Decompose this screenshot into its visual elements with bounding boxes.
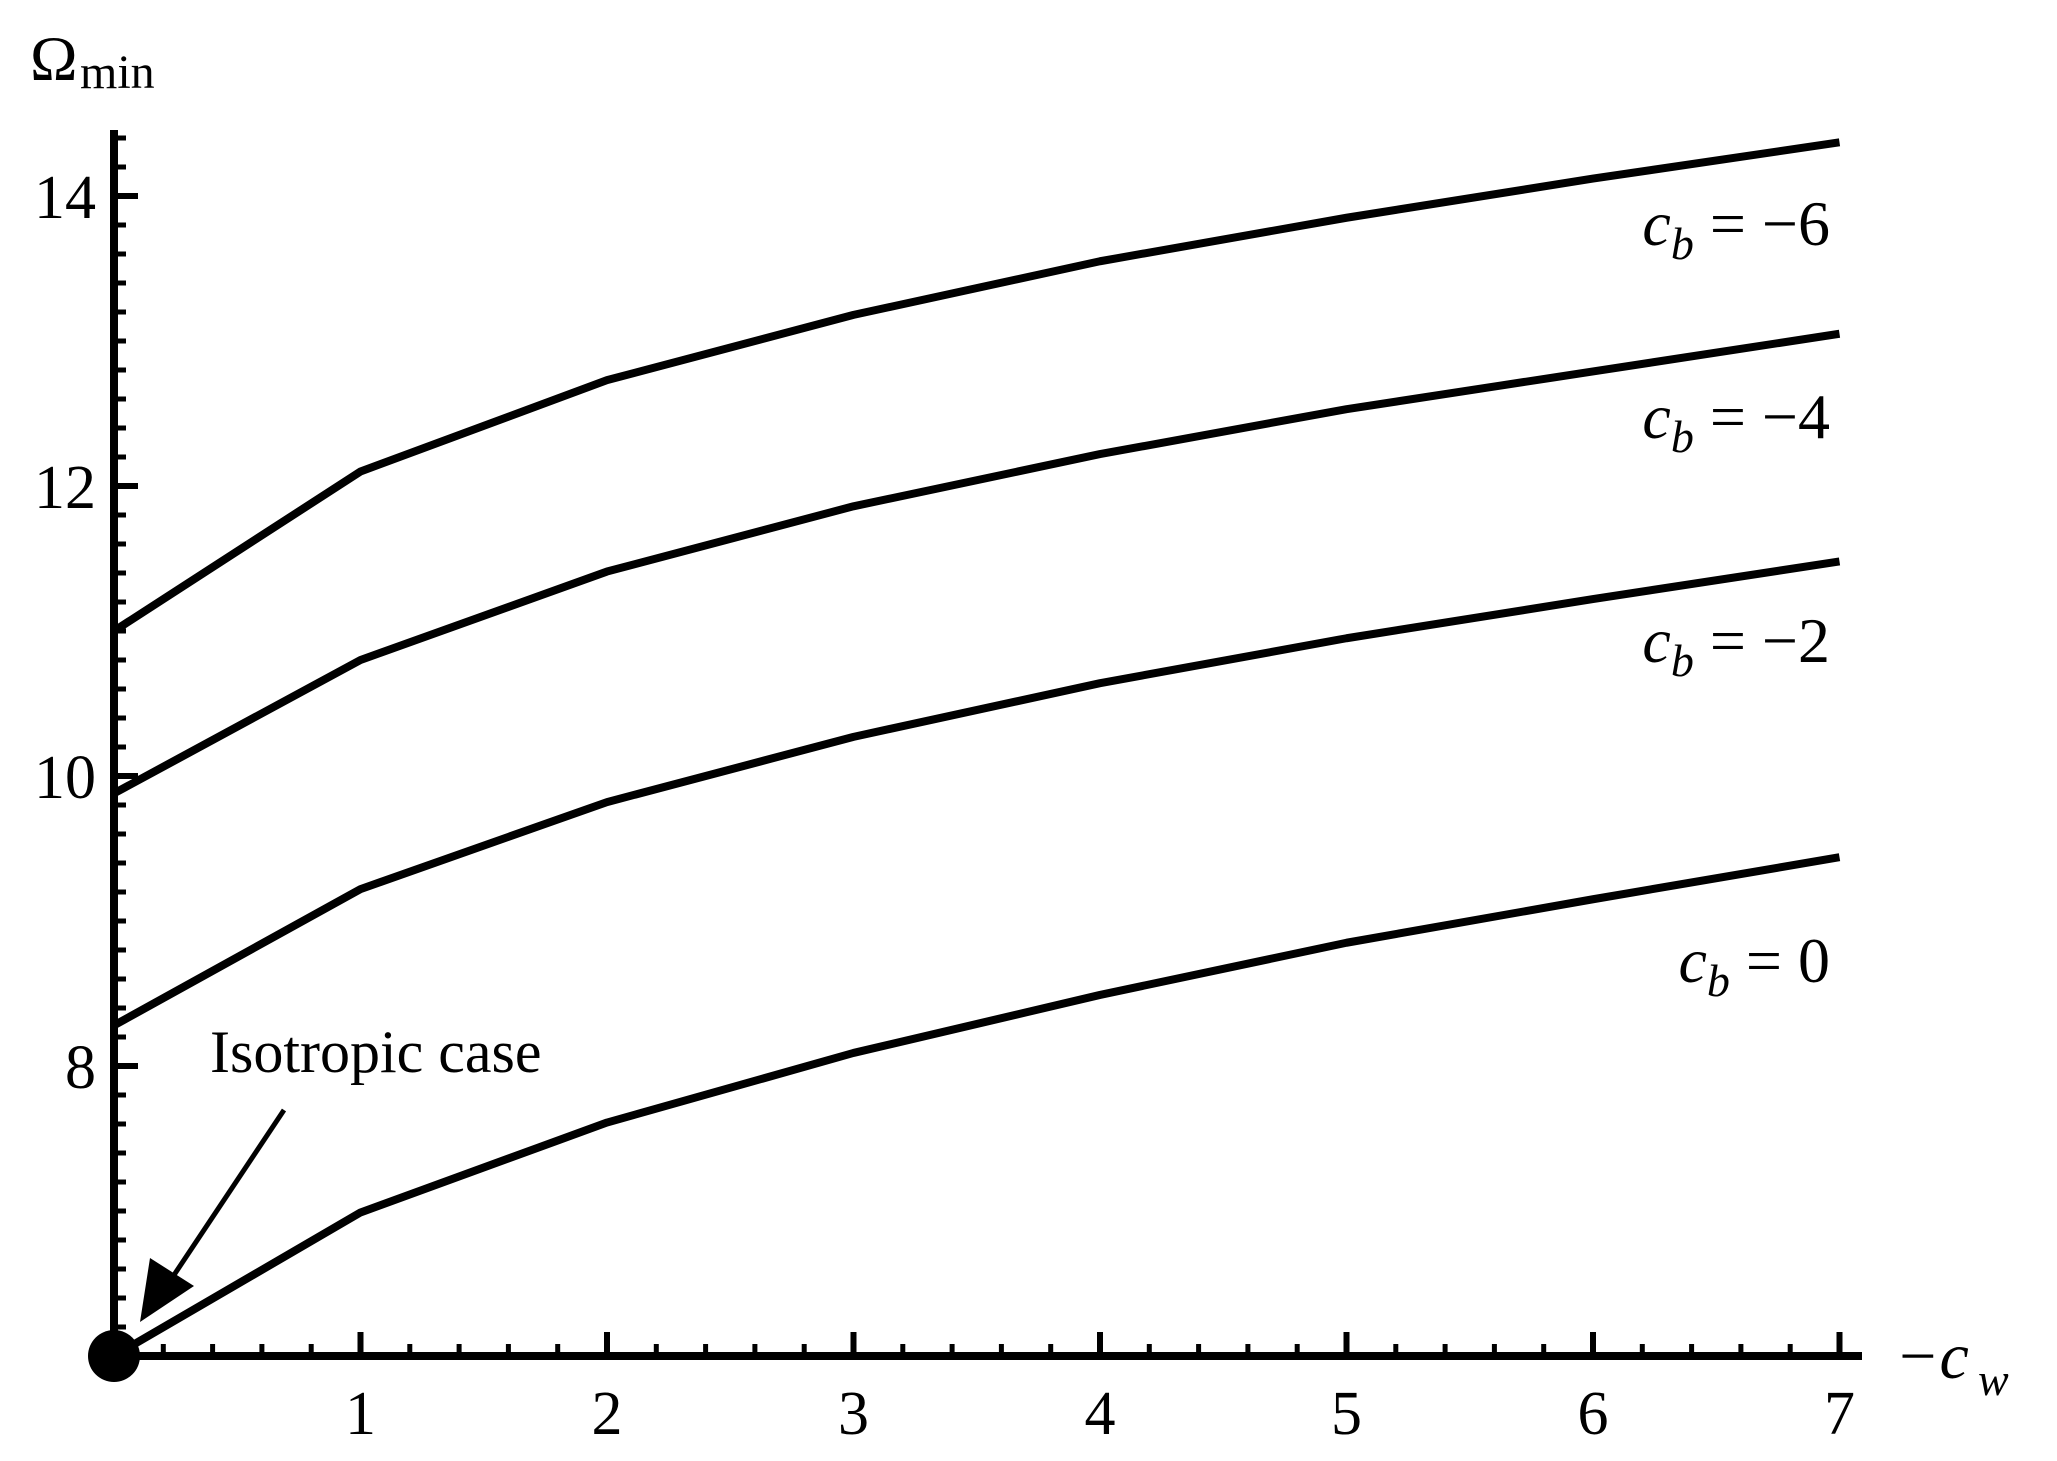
x-tick-label: 6: [1578, 1380, 1609, 1448]
x-axis-title-sub: w: [1978, 1354, 2009, 1405]
x-axis-title: −c: [1895, 1320, 1969, 1393]
x-tick-label: 4: [1085, 1380, 1116, 1448]
series-label-rest: = −4: [1694, 381, 1830, 452]
y-axis-title-sub: min: [80, 46, 155, 99]
series-label: cb = −4: [1642, 381, 1830, 462]
annotation-text: Isotropic case: [210, 1019, 542, 1085]
series-label-rest: = 0: [1730, 925, 1830, 996]
x-tick-label: 5: [1331, 1380, 1362, 1448]
series-label-main: c: [1642, 188, 1670, 259]
series-label-main: c: [1642, 381, 1670, 452]
series-label-sub: b: [1671, 411, 1694, 462]
x-tick-label: 3: [838, 1380, 869, 1448]
y-tick-label: 8: [65, 1034, 96, 1102]
series-label-sub: b: [1707, 955, 1730, 1006]
series-label-sub: b: [1671, 218, 1694, 269]
x-tick-label: 1: [345, 1380, 376, 1448]
x-tick-label: 7: [1824, 1380, 1855, 1448]
series-line: [112, 329, 1841, 797]
isotropic-point: [88, 1330, 140, 1382]
series-label-rest: = −2: [1694, 605, 1830, 676]
y-tick-label: 14: [34, 164, 96, 232]
series-label: cb = 0: [1679, 925, 1831, 1006]
series-label-main: c: [1642, 605, 1670, 676]
series-label-sub: b: [1671, 635, 1694, 686]
series-line: [112, 557, 1841, 1029]
annotation-arrow-line: [169, 1108, 287, 1280]
y-tick-label: 12: [34, 454, 96, 522]
series-label: cb = −6: [1642, 188, 1830, 269]
series-label-main: c: [1679, 925, 1707, 996]
series-line: [111, 138, 1841, 635]
y-axis-title: Ω: [30, 23, 78, 94]
series-label-rest: = −6: [1694, 188, 1830, 259]
series-label: cb = −2: [1642, 605, 1830, 686]
series-line: [111, 853, 1841, 1360]
y-tick-label: 10: [34, 744, 96, 812]
annotation-arrowhead: [140, 1258, 194, 1322]
x-tick-label: 2: [592, 1380, 623, 1448]
